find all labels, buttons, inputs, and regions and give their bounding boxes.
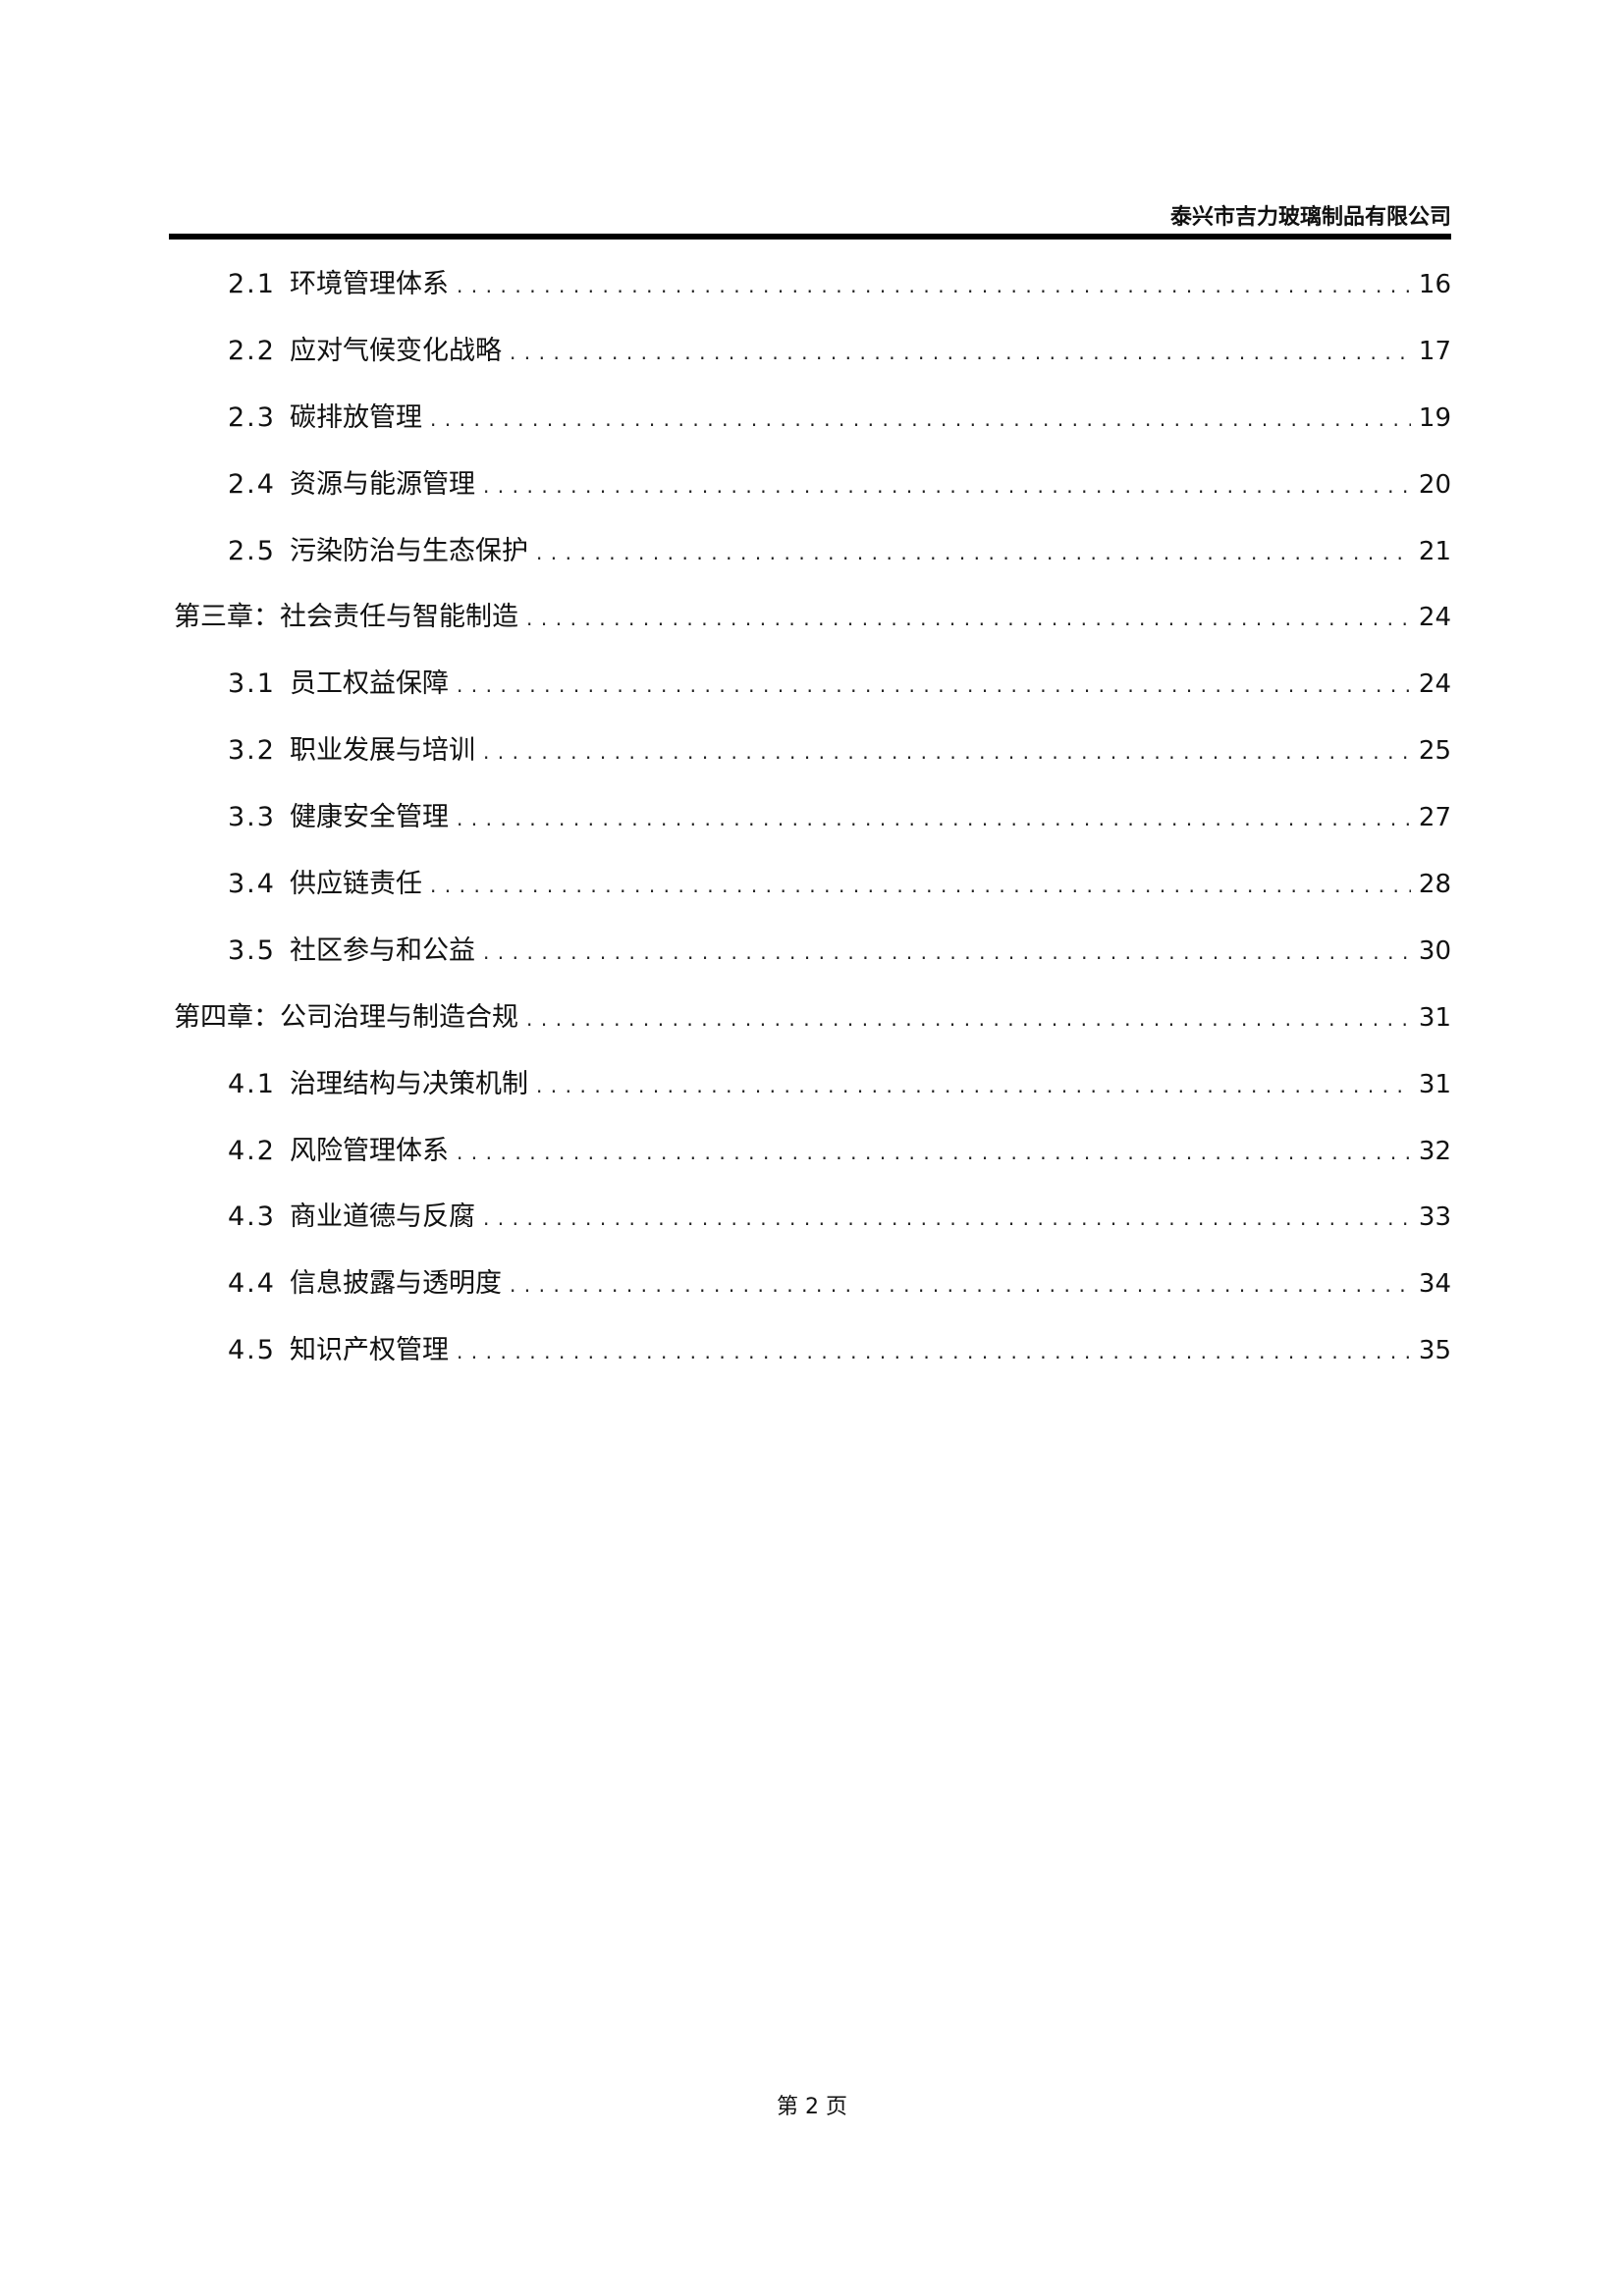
toc-entry-title: 知识产权管理 — [289, 1335, 449, 1366]
toc-entry-page: 20 — [1418, 469, 1451, 500]
toc-leader-dots — [457, 799, 1411, 838]
toc-leader-dots — [457, 666, 1411, 705]
toc-entry-title: 职业发展与培训 — [289, 735, 475, 767]
toc-leader-dots — [483, 933, 1411, 972]
toc-entry-page: 24 — [1418, 603, 1451, 633]
toc-entry-number: 3.2 — [228, 735, 276, 767]
toc-leader-dots — [457, 1133, 1411, 1172]
toc-entry-title: 治理结构与决策机制 — [289, 1068, 528, 1099]
toc-entry-page: 28 — [1418, 870, 1451, 900]
toc-entry-number: 4.4 — [228, 1268, 276, 1300]
toc-entry-title: 第三章：社会责任与智能制造 — [174, 602, 518, 633]
toc-entry-title: 供应链责任 — [289, 869, 422, 900]
toc-entry-number: 4.3 — [228, 1201, 276, 1233]
toc-entry-title: 商业道德与反腐 — [289, 1201, 475, 1233]
toc-entry-page: 33 — [1418, 1202, 1451, 1233]
toc-section-entry[interactable]: 3.3 健康安全管理 27 — [174, 798, 1451, 865]
toc-entry-number: 2.1 — [228, 269, 276, 299]
toc-entry-title: 信息披露与透明度 — [289, 1268, 502, 1300]
toc-entry-page: 35 — [1418, 1336, 1451, 1366]
toc-section-entry[interactable]: 2.3 碳排放管理 19 — [174, 399, 1451, 465]
toc-entry-title: 环境管理体系 — [289, 269, 449, 299]
toc-section-entry[interactable]: 3.4 供应链责任 28 — [174, 865, 1451, 932]
toc-entry-number: 2.3 — [228, 401, 276, 433]
toc-leader-dots — [430, 400, 1411, 439]
toc-section-entry[interactable]: 4.4 信息披露与透明度 34 — [174, 1264, 1451, 1331]
toc-section-entry[interactable]: 3.1 员工权益保障 24 — [174, 665, 1451, 731]
toc-entry-title: 第四章：公司治理与制造合规 — [174, 1001, 518, 1033]
toc-entry-title: 污染防治与生态保护 — [289, 535, 528, 566]
toc-leader-dots — [430, 866, 1411, 905]
toc-leader-dots — [536, 533, 1411, 572]
toc-section-entry[interactable]: 2.2 应对气候变化战略 17 — [174, 332, 1451, 399]
toc-leader-dots — [536, 1066, 1411, 1105]
toc-leader-dots — [526, 599, 1411, 638]
toc-entry-number: 4.5 — [228, 1335, 276, 1366]
table-of-contents: 2.1 环境管理体系 16 2.2 应对气候变化战略 17 2.3 碳排放管理 19 2.4 资源与… — [174, 265, 1451, 1398]
toc-leader-dots — [483, 1199, 1411, 1238]
toc-entry-page: 31 — [1418, 1002, 1451, 1033]
toc-section-entry[interactable]: 4.3 商业道德与反腐 33 — [174, 1198, 1451, 1264]
toc-entry-page: 17 — [1418, 336, 1451, 366]
toc-section-entry[interactable]: 4.1 治理结构与决策机制 31 — [174, 1065, 1451, 1132]
header-rule — [169, 234, 1451, 240]
toc-entry-number: 3.1 — [228, 668, 276, 700]
toc-entry-page: 16 — [1418, 270, 1451, 299]
toc-entry-page: 30 — [1418, 935, 1451, 966]
toc-entry-page: 25 — [1418, 736, 1451, 767]
toc-leader-dots — [526, 999, 1411, 1039]
toc-entry-page: 27 — [1418, 803, 1451, 833]
toc-section-entry[interactable]: 3.5 社区参与和公益 30 — [174, 932, 1451, 998]
toc-entry-number: 3.3 — [228, 802, 276, 833]
toc-section-entry[interactable]: 4.2 风险管理体系 32 — [174, 1132, 1451, 1199]
toc-entry-number: 4.2 — [228, 1135, 276, 1166]
toc-entry-title: 资源与能源管理 — [289, 468, 475, 500]
toc-section-entry[interactable]: 3.2 职业发展与培训 25 — [174, 731, 1451, 798]
toc-entry-title: 风险管理体系 — [289, 1135, 449, 1166]
toc-leader-dots — [457, 1332, 1411, 1371]
toc-section-entry[interactable]: 2.1 环境管理体系 16 — [174, 265, 1451, 332]
toc-leader-dots — [483, 466, 1411, 506]
toc-entry-title: 社区参与和公益 — [289, 934, 475, 966]
toc-leader-dots — [510, 333, 1411, 372]
toc-entry-number: 2.4 — [228, 468, 276, 500]
toc-entry-page: 19 — [1418, 402, 1451, 433]
toc-entry-page: 21 — [1418, 536, 1451, 566]
header-company-name: 泰兴市吉力玻璃制品有限公司 — [1169, 205, 1451, 230]
toc-entry-page: 24 — [1418, 669, 1451, 700]
toc-entry-number: 2.2 — [228, 335, 276, 366]
toc-leader-dots — [457, 266, 1411, 305]
toc-section-entry[interactable]: 4.5 知识产权管理 35 — [174, 1331, 1451, 1398]
toc-entry-title: 员工权益保障 — [289, 668, 449, 700]
page-number: 第 2 页 — [777, 2095, 847, 2119]
toc-leader-dots — [483, 732, 1411, 772]
toc-entry-number: 3.4 — [228, 869, 276, 900]
toc-chapter-entry[interactable]: 第四章：公司治理与制造合规 31 — [174, 998, 1451, 1065]
toc-entry-title: 应对气候变化战略 — [289, 335, 502, 366]
toc-entry-title: 碳排放管理 — [289, 401, 422, 433]
toc-section-entry[interactable]: 2.4 资源与能源管理 20 — [174, 465, 1451, 532]
toc-entry-page: 31 — [1418, 1069, 1451, 1099]
toc-entry-number: 4.1 — [228, 1068, 276, 1099]
toc-leader-dots — [510, 1265, 1411, 1305]
toc-section-entry[interactable]: 2.5 污染防治与生态保护 21 — [174, 532, 1451, 599]
toc-entry-page: 34 — [1418, 1269, 1451, 1300]
toc-entry-number: 3.5 — [228, 934, 276, 966]
toc-chapter-entry[interactable]: 第三章：社会责任与智能制造 24 — [174, 598, 1451, 665]
toc-entry-number: 2.5 — [228, 535, 276, 566]
toc-entry-page: 32 — [1418, 1136, 1451, 1166]
toc-entry-title: 健康安全管理 — [289, 802, 449, 833]
